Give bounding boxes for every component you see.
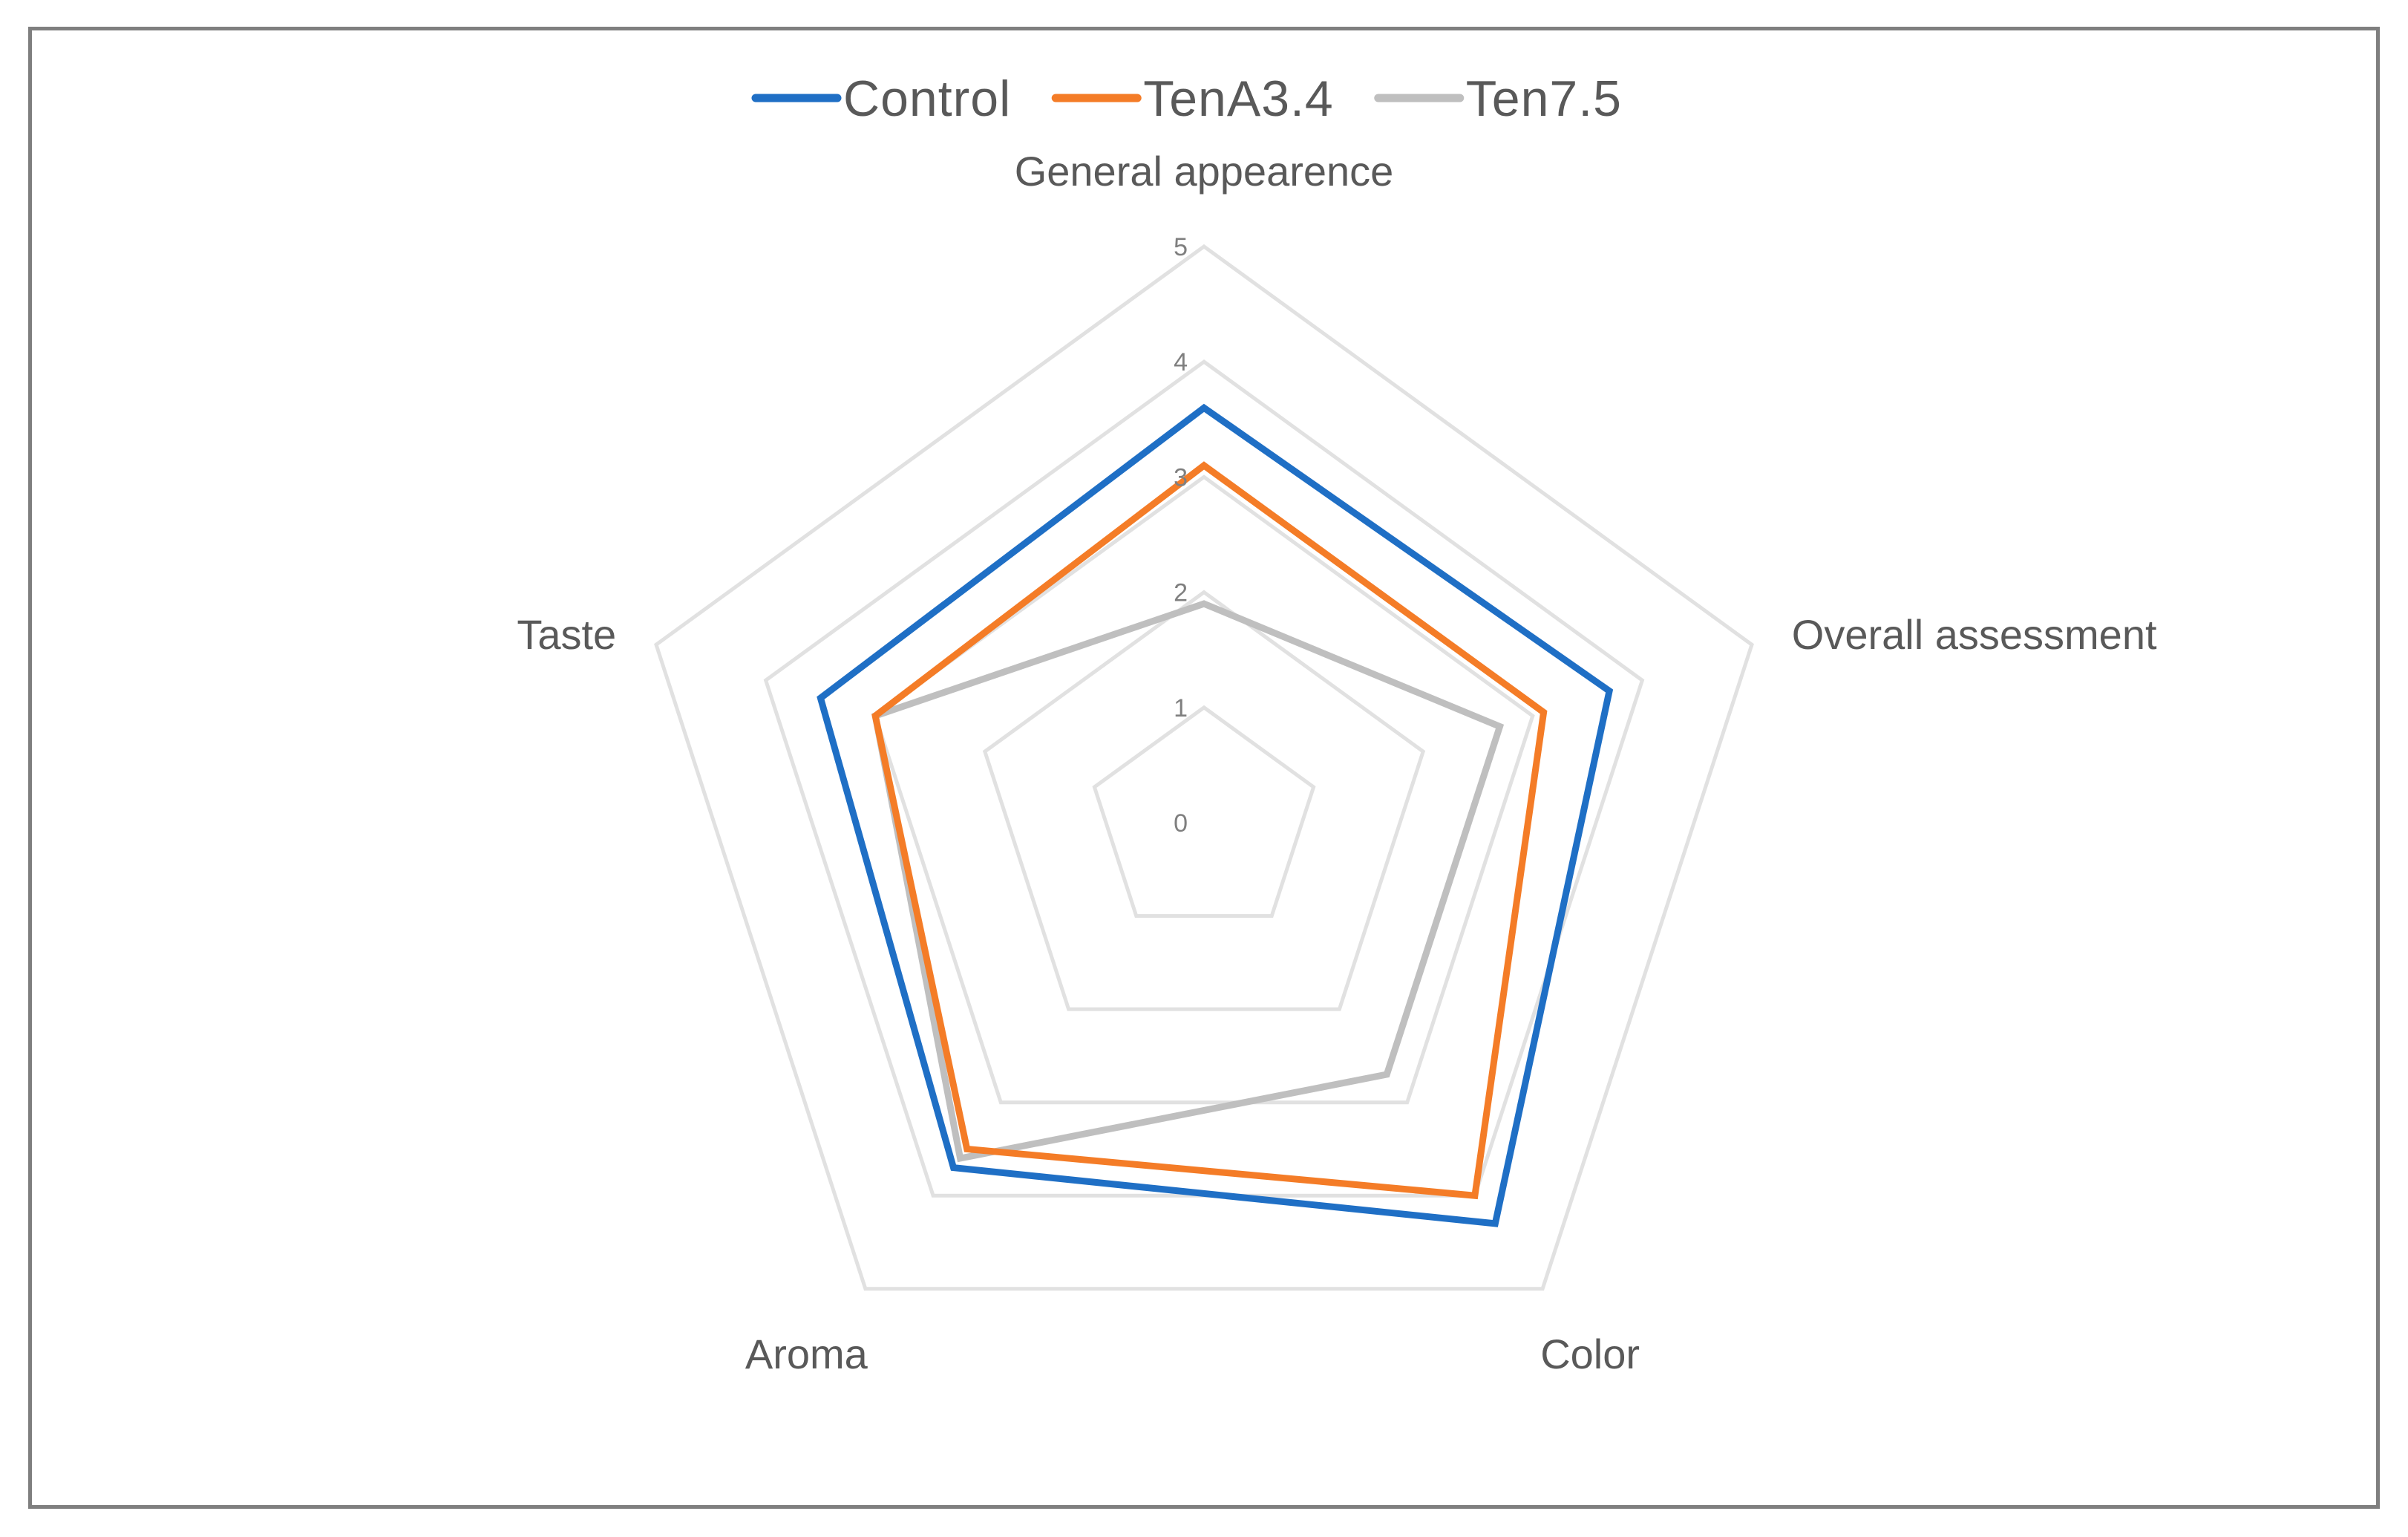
legend-label-control: Control <box>843 71 1011 127</box>
axis-label-taste: Taste <box>517 611 616 658</box>
radar-series <box>817 403 1614 1227</box>
series-line-ten7-5 <box>871 600 1505 1163</box>
legend-label-tena3-4: TenA3.4 <box>1143 71 1334 127</box>
axis-labels: General appearence Overall assessment Colo… <box>517 148 2157 1377</box>
radial-ticks: 0 1 2 3 4 5 <box>1174 233 1188 838</box>
grid-ring-5 <box>654 244 1754 1291</box>
tick-label-0: 0 <box>1174 809 1188 838</box>
chart-frame <box>28 27 2380 1509</box>
legend-label-ten7-5: Ten7.5 <box>1466 71 1622 127</box>
axis-label-overall-assessment: Overall assessment <box>1792 611 2157 658</box>
tick-label-3: 3 <box>1174 463 1188 492</box>
legend: Control TenA3.4 Ten7.5 <box>751 71 1622 127</box>
grid-ring-1 <box>1092 705 1316 918</box>
axis-label-color: Color <box>1540 1331 1640 1377</box>
tick-label-4: 4 <box>1174 348 1188 376</box>
axis-label-aroma: Aroma <box>745 1331 868 1377</box>
series-line-tena3-4 <box>871 461 1548 1200</box>
axis-label-general-appearence: General appearence <box>1015 148 1394 195</box>
tick-label-2: 2 <box>1174 579 1188 607</box>
tick-label-5: 5 <box>1174 233 1188 261</box>
radar-grid <box>654 244 1754 1291</box>
grid-ring-2 <box>982 590 1426 1011</box>
series-line-control <box>817 403 1614 1227</box>
tick-label-1: 1 <box>1174 694 1188 722</box>
